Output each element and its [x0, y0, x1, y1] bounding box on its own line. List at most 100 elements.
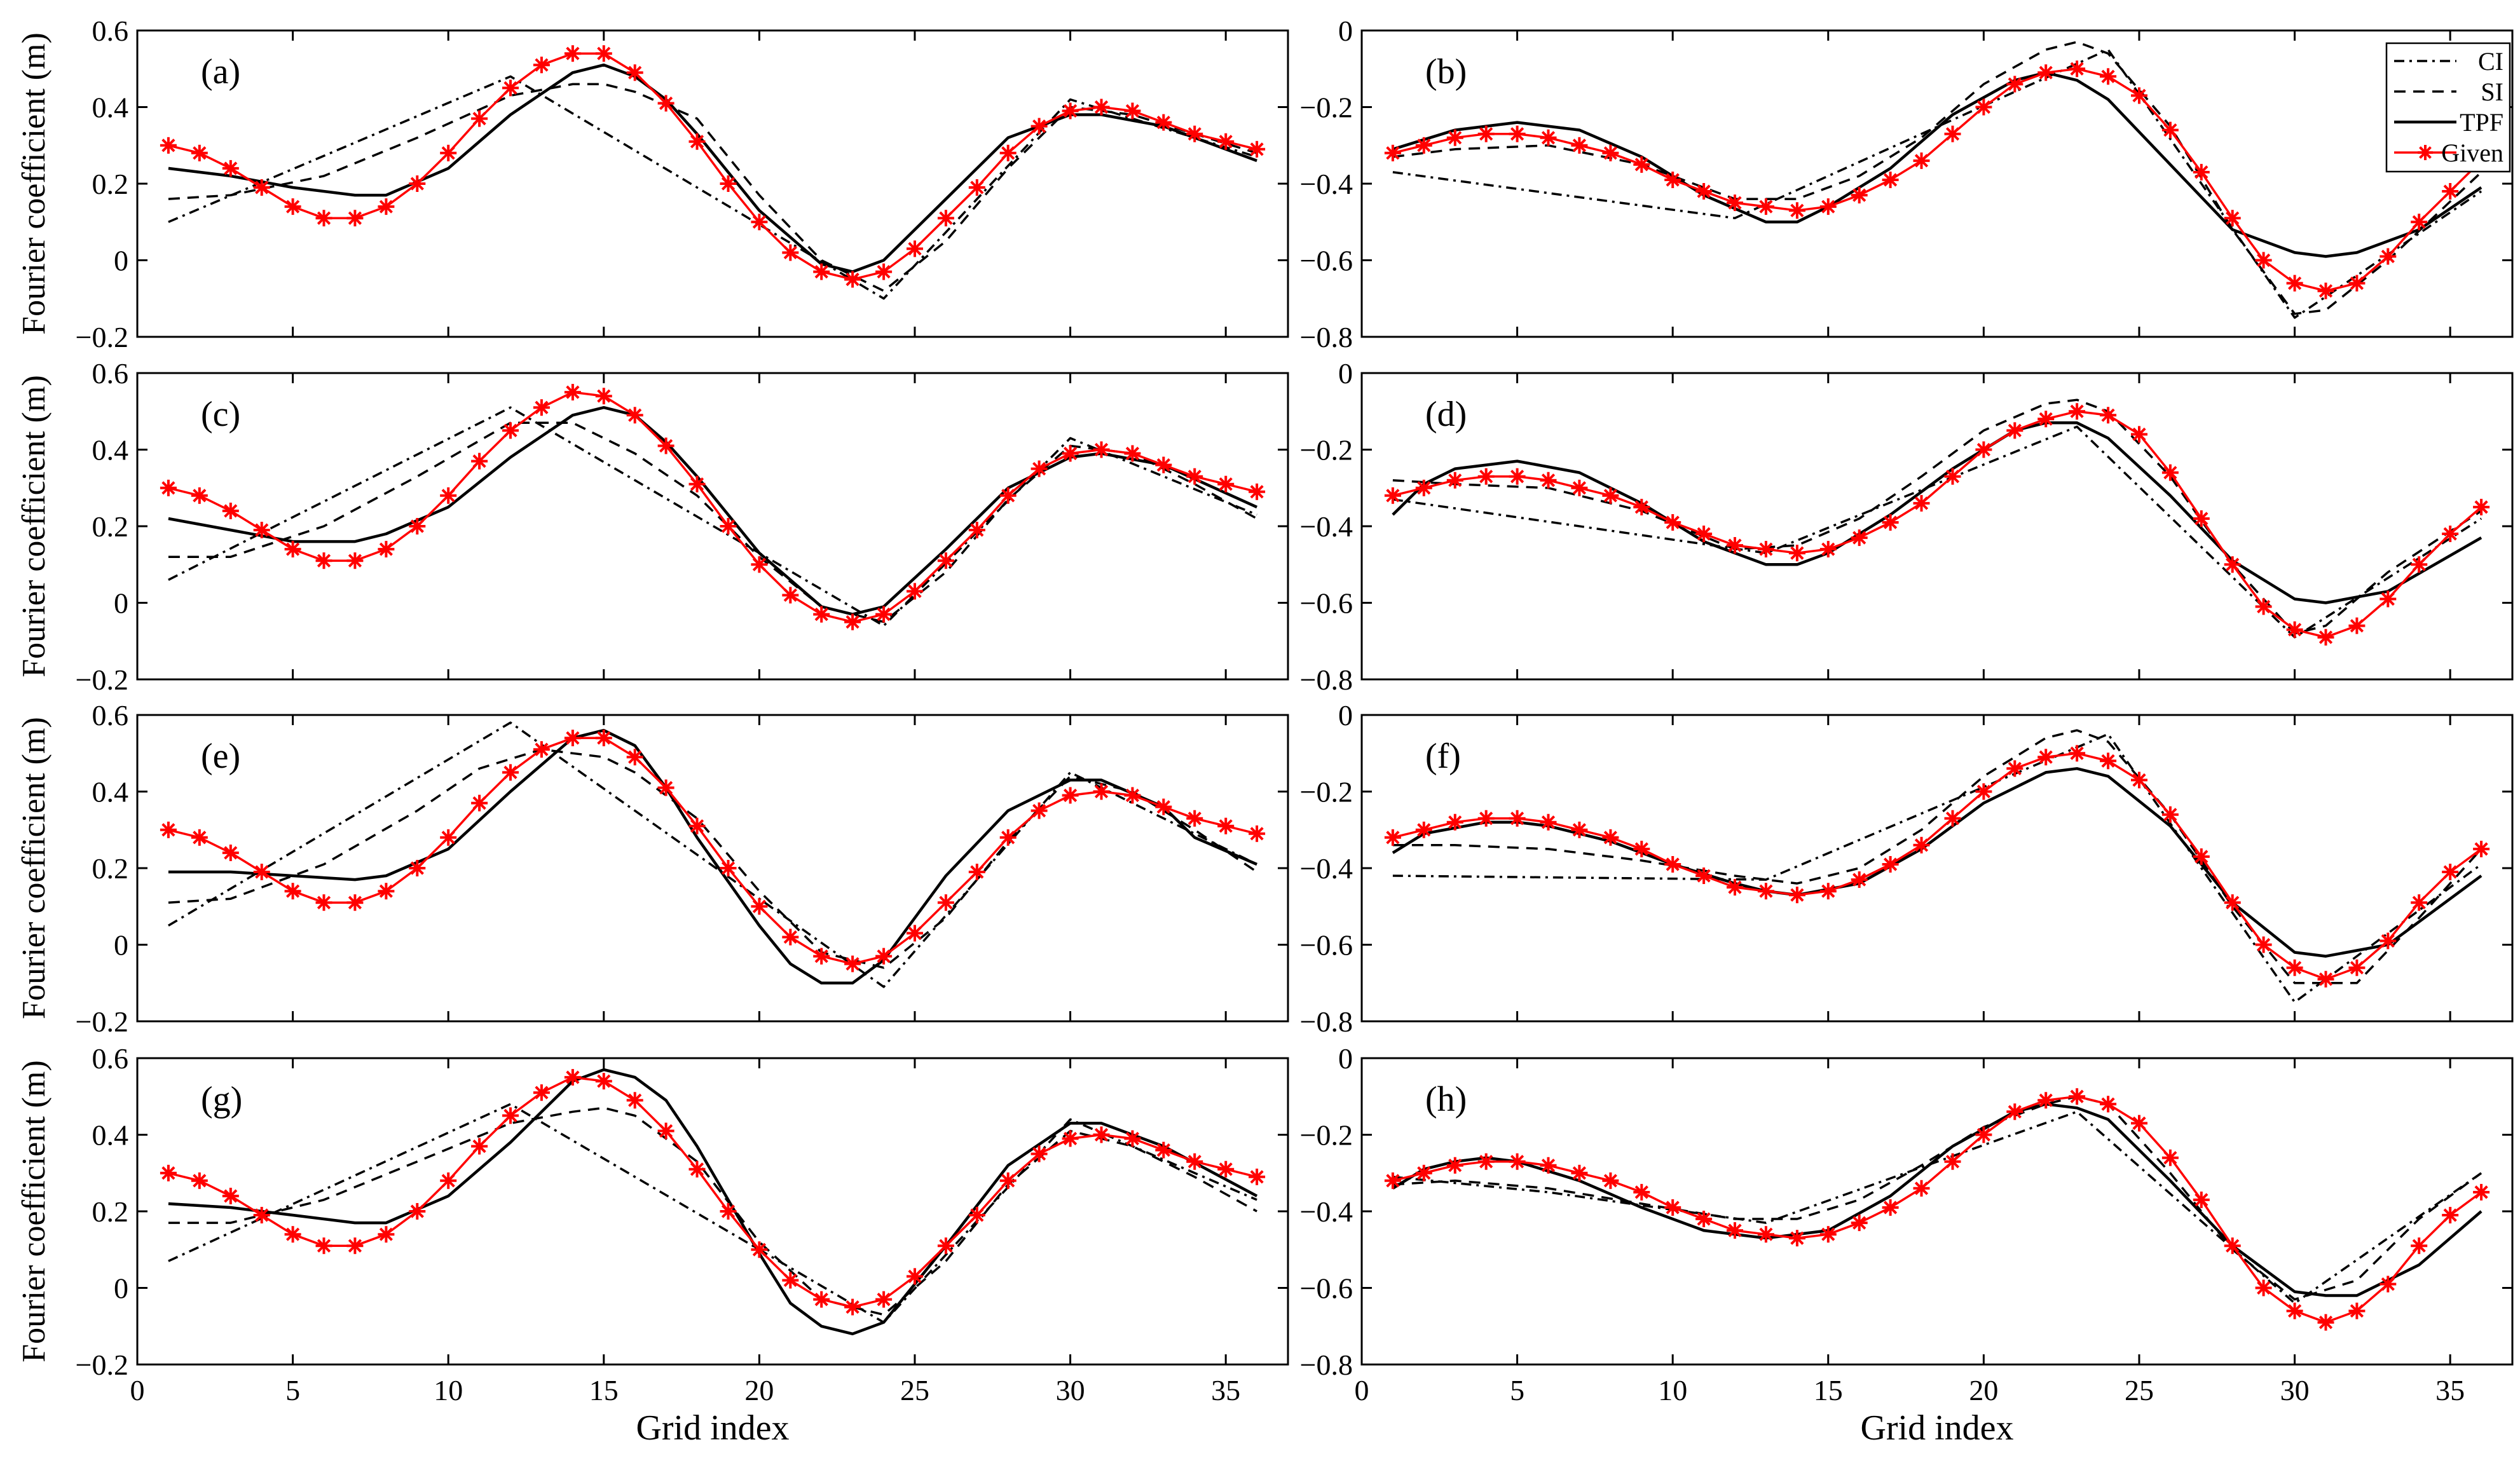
series-line-ci: [168, 721, 1257, 988]
given-marker-stroke: [2443, 184, 2457, 198]
given-marker-stroke: [1541, 1159, 1556, 1173]
given-point: [1124, 445, 1141, 462]
given-marker-stroke: [2195, 850, 2208, 864]
given-point: [1882, 856, 1899, 873]
given-marker-stroke: [2132, 773, 2146, 787]
given-marker-stroke: [1032, 119, 1046, 133]
given-marker-stroke: [379, 884, 393, 898]
given-marker-stroke: [1976, 1127, 1991, 1142]
given-marker-stroke: [1914, 838, 1929, 852]
given-point: [720, 1203, 737, 1220]
given-point: [2224, 556, 2241, 573]
given-marker-stroke: [193, 146, 207, 160]
given-point: [1155, 798, 1172, 815]
series-line-given: [1392, 67, 2482, 292]
given-point: [2411, 214, 2428, 231]
given-marker-stroke: [161, 823, 175, 837]
given-marker-stroke: [1821, 1227, 1835, 1241]
given-point: [1540, 1157, 1557, 1174]
given-point: [1727, 194, 1743, 212]
series-line-si: [1392, 398, 2482, 635]
given-point: [1186, 810, 1203, 827]
given-point: [1882, 1199, 1899, 1216]
y-tick-label: −0.2: [1300, 1119, 1353, 1152]
given-marker-stroke: [224, 161, 238, 175]
given-point: [1031, 1145, 1048, 1162]
panel-a: −0.2 0 0.2 0.4 0.6 (a) Fourier coefficient (m): [16, 15, 1289, 353]
given-marker-stroke: [1188, 1155, 1202, 1169]
series-group: [1384, 41, 2490, 319]
given-point: [2161, 806, 2179, 823]
given-marker-stroke: [1697, 184, 1711, 198]
series-line-ci: [1392, 425, 2482, 639]
given-marker-stroke: [2070, 1089, 2084, 1103]
given-marker-stroke: [690, 135, 704, 149]
given-marker-stroke: [908, 1269, 922, 1284]
given-point: [1124, 787, 1141, 804]
given-marker-stroke: [783, 588, 797, 602]
given-marker-stroke: [535, 58, 549, 72]
given-marker-stroke: [783, 930, 797, 944]
given-point: [1571, 137, 1588, 154]
given-point: [2442, 864, 2459, 880]
given-marker-stroke: [2195, 512, 2208, 526]
given-marker-stroke: [1572, 139, 1587, 153]
given-marker-stroke: [285, 884, 300, 898]
given-marker-stroke: [1883, 857, 1898, 871]
given-point: [2069, 1088, 2086, 1105]
given-point: [844, 613, 861, 630]
y-tick-label: −0.4: [1300, 852, 1353, 885]
given-marker-stroke: [2443, 527, 2457, 541]
given-point: [440, 144, 457, 161]
given-point: [875, 606, 893, 623]
x-tick-label: 20: [744, 1374, 774, 1406]
given-point: [2131, 1115, 2147, 1132]
given-marker-stroke: [1914, 154, 1929, 168]
given-point: [2286, 959, 2303, 976]
y-tick-label: −0.2: [76, 1349, 128, 1381]
given-marker-stroke: [317, 1239, 331, 1253]
given-point: [1155, 114, 1172, 131]
given-point: [2317, 970, 2334, 988]
given-marker-stroke: [1094, 442, 1109, 457]
given-point: [1540, 813, 1557, 831]
given-point: [999, 144, 1017, 161]
given-marker-stroke: [1156, 458, 1170, 472]
given-point: [160, 479, 177, 496]
y-tick-label: 0: [1338, 1042, 1353, 1075]
given-marker-stroke: [193, 1174, 207, 1188]
given-point: [657, 779, 675, 796]
given-marker-stroke: [2070, 404, 2084, 418]
given-marker-stroke: [566, 1070, 580, 1084]
given-marker-stroke: [2318, 630, 2333, 644]
given-marker-stroke: [659, 439, 673, 453]
given-marker-stroke: [1634, 842, 1648, 856]
given-marker-stroke: [877, 949, 891, 963]
given-marker-stroke: [2039, 750, 2053, 764]
given-marker-stroke: [1188, 127, 1202, 141]
y-tick-label: −0.8: [1300, 1349, 1353, 1381]
given-point: [813, 1291, 830, 1308]
given-marker-stroke: [1156, 115, 1170, 130]
given-marker-stroke: [317, 554, 331, 568]
plot-frame: [1360, 29, 2514, 338]
x-tick-label: 0: [130, 1374, 145, 1406]
given-point: [1031, 802, 1048, 819]
y-tick-label: −0.6: [1300, 587, 1353, 620]
given-marker-stroke: [1250, 1170, 1264, 1184]
given-point: [1477, 468, 1495, 485]
given-point: [1186, 1153, 1203, 1170]
given-point: [2380, 1276, 2397, 1293]
given-marker-stroke: [659, 780, 673, 795]
given-point: [2317, 282, 2334, 299]
given-point: [1975, 1126, 1992, 1143]
panel-f: −0.8 −0.6 −0.4 −0.2 0 (f): [1300, 699, 2514, 1038]
given-marker-stroke: [161, 1166, 175, 1180]
given-marker-stroke: [1945, 470, 1960, 484]
given-point: [595, 45, 612, 62]
series-group: [160, 721, 1266, 988]
given-point: [253, 1207, 270, 1223]
given-point: [1851, 529, 1868, 547]
given-marker-stroke: [908, 242, 922, 256]
